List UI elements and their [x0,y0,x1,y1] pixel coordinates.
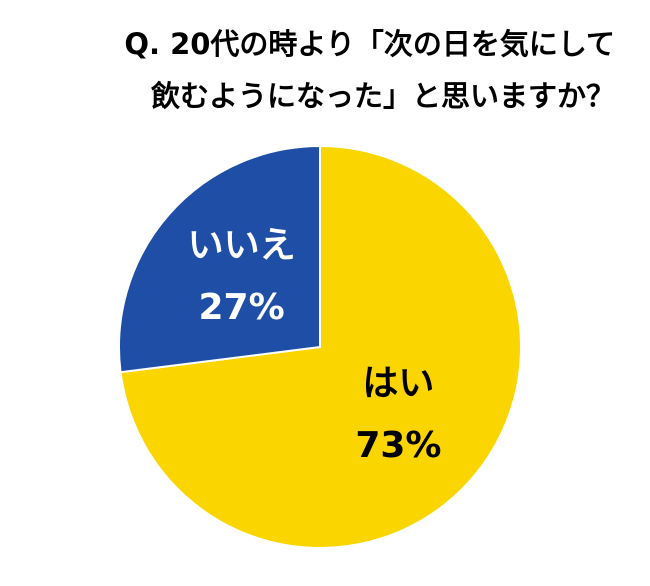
slice-label: はい [362,363,434,404]
value-label: 73% [355,425,441,466]
chart-title: Q. 20代の時より「次の日を気にして [124,27,615,61]
chart-title: 飲むようになった」と思いますか？ [151,79,615,113]
pie-slice [118,144,321,374]
value-label: 27% [199,287,285,328]
slice-label: いいえ [188,225,296,266]
